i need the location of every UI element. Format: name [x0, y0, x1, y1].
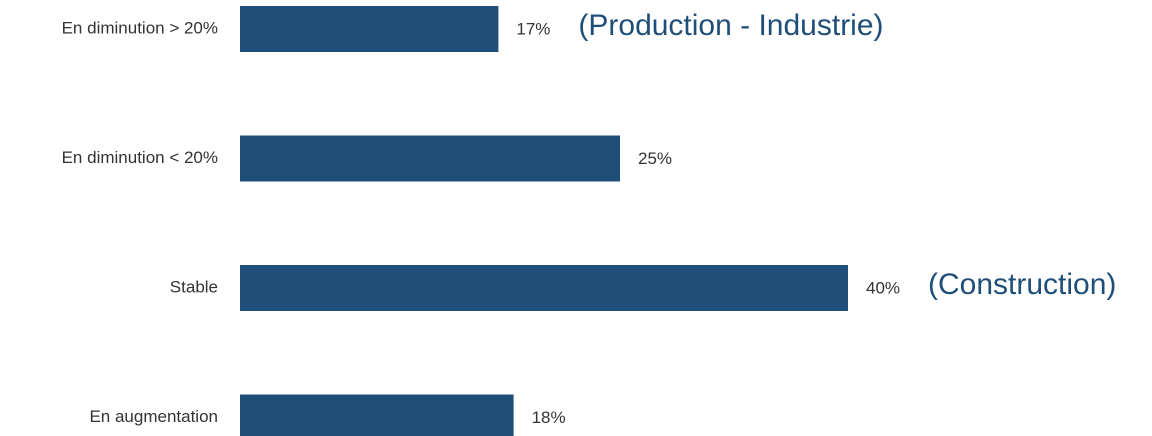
annotation-label: (Construction) [928, 268, 1116, 301]
value-label: 25% [638, 149, 672, 168]
bar [240, 6, 499, 52]
category-label: En diminution < 20% [62, 148, 218, 167]
category-label: En augmentation [89, 407, 218, 426]
bar [240, 135, 620, 182]
category-label: Stable [170, 277, 218, 296]
value-label: 18% [532, 408, 566, 427]
value-label: 17% [516, 19, 550, 38]
bar [240, 265, 848, 311]
value-label: 40% [866, 278, 900, 297]
annotation-label: (Production - Industrie) [578, 9, 883, 42]
category-label: En diminution > 20% [62, 18, 218, 37]
bar [240, 394, 514, 436]
